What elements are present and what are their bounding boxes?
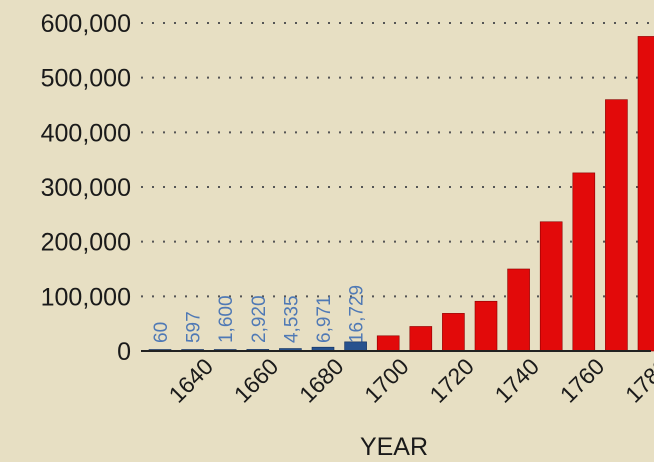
x-tick-label: 1720	[424, 353, 479, 408]
y-tick-label: 500,000	[41, 65, 131, 93]
bars	[148, 36, 654, 352]
bar-1710	[409, 326, 433, 352]
bar-1760	[572, 172, 596, 352]
y-tick-label: 0	[117, 338, 131, 366]
bar-1700	[376, 335, 400, 352]
y-tick-label: 200,000	[41, 229, 131, 257]
x-tick-label: 1660	[229, 353, 284, 408]
x-tick-label: 1680	[294, 353, 349, 408]
x-tick-label: 1760	[555, 353, 610, 408]
y-tick-label: 600,000	[41, 10, 131, 38]
data-label-1650: 1,600	[216, 295, 237, 343]
gridlines	[141, 22, 651, 298]
bar-1750	[539, 221, 563, 352]
data-label-1630: 60	[151, 322, 172, 343]
bar-1720	[442, 313, 465, 352]
data-label-1680: 6,971	[314, 295, 335, 343]
bar-1740	[507, 268, 530, 352]
bar-1770	[605, 99, 628, 352]
x-tick-label: 1780	[620, 353, 654, 408]
y-tick-label: 300,000	[41, 174, 131, 202]
data-labels: 60 597 1,600 2,920 4,535 6,971 16,729	[151, 285, 368, 343]
data-label-1660: 2,920	[249, 295, 270, 343]
x-tick-label: 1640	[164, 353, 219, 408]
y-tick-label: 400,000	[41, 119, 131, 147]
y-tick-label: 100,000	[41, 283, 131, 311]
data-label-1670: 4,535	[281, 295, 302, 343]
bar-1780	[637, 36, 654, 352]
x-tick-label: 1740	[490, 353, 545, 408]
x-axis-title: YEAR	[360, 433, 428, 461]
data-label-1690: 16,729	[347, 285, 368, 343]
x-tick-label: 1700	[359, 353, 414, 408]
bar-1730	[474, 300, 498, 352]
data-label-1640: 597	[184, 311, 205, 343]
